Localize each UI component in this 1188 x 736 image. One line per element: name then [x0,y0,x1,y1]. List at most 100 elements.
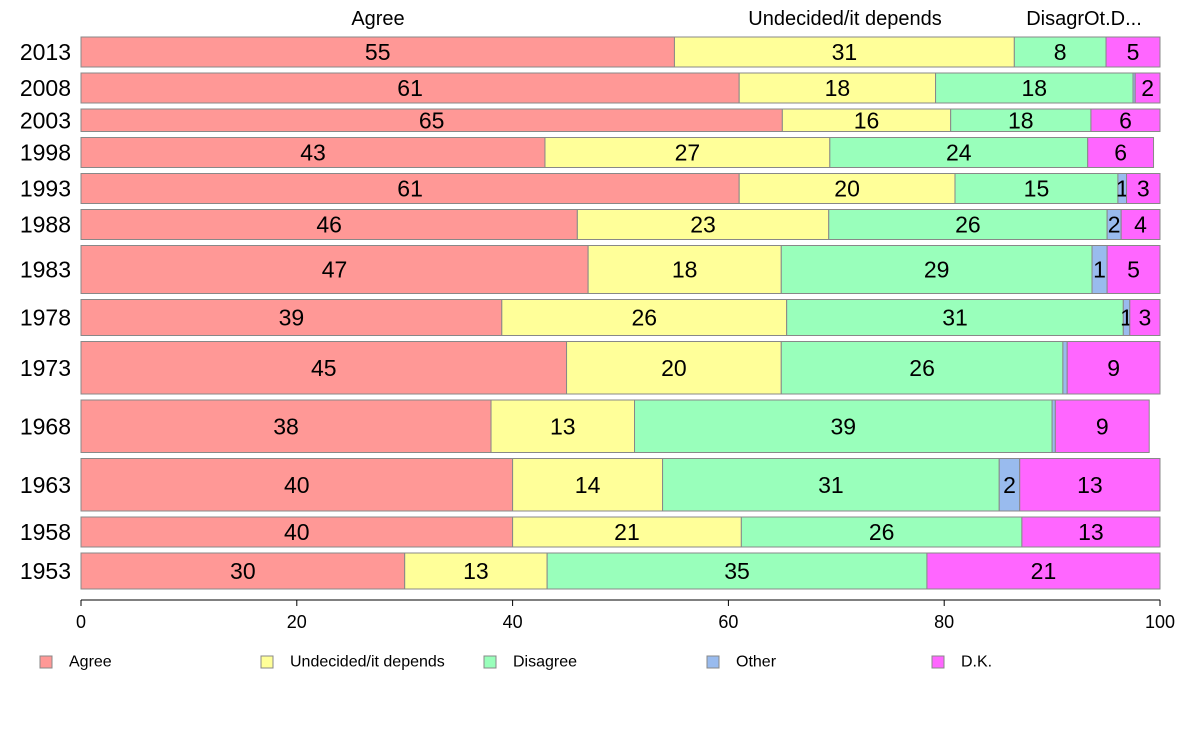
bar-segment-disagree [786,299,1124,336]
data-label: 9 [1107,355,1120,381]
category-label: 2003 [20,107,71,133]
data-label: 8 [1054,39,1067,65]
bar-segment-disagree [634,399,1053,453]
bar-row-1973: 1973 45 20 26 9 [20,341,1161,395]
legend-swatch [39,655,53,669]
data-label: 45 [311,355,337,381]
bar-segment-d-k- [1129,299,1161,336]
bar-segment-undecided-it-depends [404,552,548,590]
data-label: 23 [690,212,716,238]
category-label: 2013 [20,39,71,65]
bar-segment-agree [80,245,589,294]
x-tick-label: 100 [1145,612,1175,632]
data-label: 2 [1003,472,1016,498]
bar-segment-d-k- [1106,245,1161,294]
data-label: 15 [1024,176,1050,202]
bar-segment-d-k- [1054,399,1150,453]
bar-segment-agree [80,552,406,590]
category-label: 1963 [20,472,71,498]
data-label: 18 [1021,75,1047,101]
data-label: 4 [1134,212,1147,238]
bar-segment-d-k- [1120,209,1161,240]
legend-item: Other [706,654,777,671]
data-label: 26 [955,212,981,238]
legend-item: Undecided/it depends [260,654,445,671]
category-label: 1973 [20,355,71,381]
top-labels: Agree Undecided/it depends DisagrOt.D... [351,8,1141,30]
category-label: 1968 [20,413,71,439]
category-label: 1993 [20,176,71,202]
category-label: 1953 [20,558,71,584]
data-label: 26 [869,519,895,545]
bar-segment-undecided-it-depends [738,173,956,204]
data-label: 6 [1114,140,1127,166]
bar-row-1958: 1958 40 21 26 13 [20,516,1161,548]
data-label: 35 [724,558,750,584]
legend-item: Agree [39,654,112,671]
bar-segment-disagree [935,72,1134,104]
bar-segment-disagree [780,341,1064,395]
legend: Agree Undecided/it depends Disagree Other D.… [39,654,992,671]
x-tick-label: 80 [934,612,954,632]
data-label: 40 [284,472,310,498]
data-label: 1 [1093,257,1106,283]
legend-item: D.K. [931,654,992,671]
data-label: 20 [834,176,860,202]
bar-segment-d-k- [1021,516,1161,548]
x-tick-label: 60 [718,612,738,632]
legend-label: Agree [69,654,112,671]
bar-segment-undecided-it-depends [587,245,782,294]
bar-segment-undecided-it-depends [512,516,742,548]
data-label: 31 [832,39,858,65]
bar-row-1988: 1988 46 23 26 2 4 [20,209,1161,240]
bar-segment-disagree [828,209,1108,240]
legend-swatch [483,655,497,669]
bar-segment-disagree [954,173,1119,204]
data-label: 9 [1096,413,1109,439]
data-label: 26 [909,355,935,381]
data-label: 13 [1077,472,1103,498]
data-label: 2 [1108,212,1121,238]
top-label: Agree [351,8,404,30]
data-label: 20 [661,355,687,381]
bar-segment-d-k- [1134,72,1161,104]
bar-segment-d-k- [1090,108,1161,132]
data-label: 61 [397,75,423,101]
bar-segment-agree [80,209,578,240]
bar-segment-undecided-it-depends [501,299,788,336]
bar-segment-d-k- [1019,458,1161,512]
data-label: 30 [230,558,256,584]
legend-swatch [706,655,720,669]
bar-segment-disagree [829,137,1089,168]
bar-row-2008: 2008 61 18 18 2 [20,72,1161,104]
bar-row-1998: 1998 43 27 24 6 [20,137,1155,168]
bar-segment-other [1062,341,1068,395]
bar-segment-d-k- [1126,173,1161,204]
bar-segment-disagree [662,458,1000,512]
bar-segment-agree [80,72,740,104]
bar-segment-disagree [1013,36,1107,68]
category-label: 1988 [20,212,71,238]
data-label: 29 [924,257,950,283]
bar-segment-agree [80,36,675,68]
legend-swatch [931,655,945,669]
legend-label: Other [736,654,777,671]
bar-segment-agree [80,137,546,168]
data-label: 46 [316,212,342,238]
data-label: 55 [365,39,391,65]
bar-segment-undecided-it-depends [566,341,782,395]
data-label: 26 [631,305,657,331]
data-label: 31 [942,305,968,331]
data-label: 18 [1008,107,1034,133]
bar-segment-agree [80,341,568,395]
bar-segment-agree [80,399,492,453]
data-label: 21 [1031,558,1057,584]
data-label: 3 [1137,176,1150,202]
data-label: 38 [273,413,299,439]
x-tick-label: 0 [76,612,86,632]
top-label: Undecided/it depends [748,8,941,30]
data-label: 13 [1078,519,1104,545]
data-label: 2 [1141,75,1154,101]
